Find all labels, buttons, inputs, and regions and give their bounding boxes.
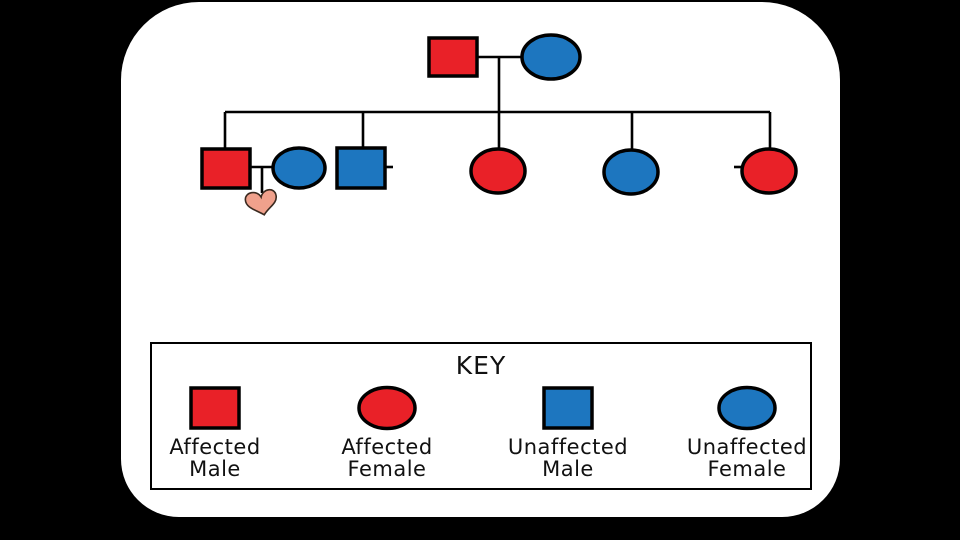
gen2-daughter1-affected-female-circle (469, 147, 527, 195)
key-label-line1: Affected (341, 435, 433, 459)
unaffected-male-square-icon (542, 386, 594, 430)
key-item-affected-male: Affected Male (130, 384, 300, 480)
key-item-affected-female: Affected Female (302, 384, 472, 480)
key-label: Unaffected Male (508, 436, 628, 480)
gen2-daughter3-affected-female-circle (740, 147, 798, 195)
affected-male-square-icon (189, 386, 241, 430)
key-label-line2: Male (542, 457, 594, 481)
key-label-line2: Male (189, 457, 241, 481)
gen2-son2-unaffected-male-square (335, 146, 387, 190)
key-label-line2: Female (707, 457, 787, 481)
gen1-father-affected-male-square (427, 36, 479, 78)
key-label: Unaffected Female (687, 436, 807, 480)
key-label-line1: Unaffected (507, 435, 629, 459)
gen2-daughter2-unaffected-female-circle (602, 148, 660, 196)
key-label-line1: Unaffected (686, 435, 808, 459)
key-item-unaffected-female: Unaffected Female (662, 384, 832, 480)
gen2-son1-partner-unaffected-female-circle (271, 146, 327, 190)
unaffected-female-circle-icon (717, 385, 777, 431)
key-box: KEY Affected Male Affected Female (150, 342, 812, 490)
key-label: Affected Female (341, 436, 432, 480)
heart-icon (244, 188, 277, 216)
key-label: Affected Male (169, 436, 260, 480)
gen2-son1-affected-male-square (200, 147, 252, 190)
key-title: KEY (455, 351, 507, 380)
key-item-unaffected-male: Unaffected Male (483, 384, 653, 480)
key-label-line2: Female (347, 457, 427, 481)
pedigree-members (200, 33, 798, 196)
key-label-line1: Affected (169, 435, 261, 459)
gen1-mother-unaffected-female-circle (520, 33, 582, 81)
affected-female-circle-icon (357, 385, 417, 431)
